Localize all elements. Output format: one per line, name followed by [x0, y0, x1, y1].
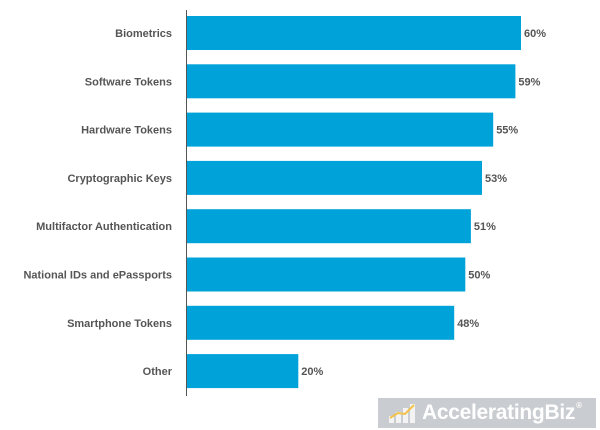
bar-smartphone-tokens — [187, 305, 455, 340]
category-label: Multifactor Authentication — [36, 221, 172, 233]
value-label: 50% — [468, 270, 490, 282]
registered-mark: ® — [576, 401, 582, 410]
category-labels: Biometrics Software Tokens Hardware Tokens… — [23, 28, 172, 378]
bar-multifactor-authentication — [187, 209, 471, 244]
watermark-brand-light: Accelerating — [422, 401, 545, 424]
bar-biometrics — [187, 16, 521, 50]
watermark-text: AcceleratingBiz® — [422, 401, 582, 425]
value-label: 48% — [457, 318, 479, 330]
category-label: National IDs and ePassports — [23, 270, 172, 282]
bar-software-tokens — [187, 64, 516, 99]
category-label: Software Tokens — [85, 76, 172, 88]
category-label: Other — [143, 366, 173, 378]
value-label: 51% — [474, 221, 496, 233]
category-label: Smartphone Tokens — [67, 318, 172, 330]
watermark-brand-bold: Biz — [544, 401, 576, 424]
bar-cryptographic-keys — [187, 160, 482, 195]
category-label: Hardware Tokens — [81, 125, 172, 137]
bar-national-ids-and-epassports — [187, 257, 466, 292]
bars — [187, 16, 521, 389]
category-label: Biometrics — [115, 28, 172, 40]
value-label: 60% — [524, 28, 546, 40]
acceleratingbiz-watermark: AcceleratingBiz® — [378, 398, 596, 428]
category-label: Cryptographic Keys — [67, 173, 172, 185]
value-label: 59% — [518, 76, 540, 88]
chart-logo-icon — [388, 402, 416, 424]
bar-hardware-tokens — [187, 112, 494, 147]
value-labels: 60% 59% 55% 53% 51% 50% 48% 20% — [301, 28, 546, 378]
value-label: 55% — [496, 125, 518, 137]
value-label: 20% — [301, 366, 323, 378]
bar-other — [187, 354, 299, 389]
value-label: 53% — [485, 173, 507, 185]
